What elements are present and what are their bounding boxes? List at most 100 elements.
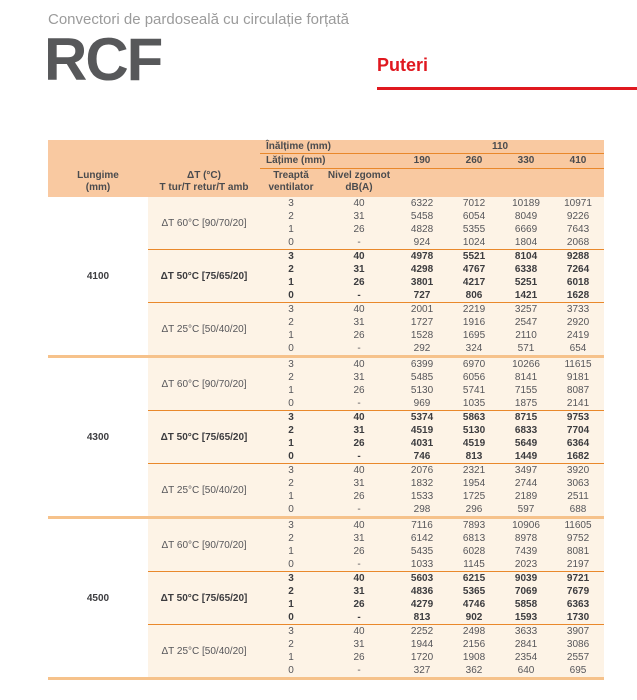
fan-step-cell: 0 xyxy=(260,289,322,303)
width-option: 330 xyxy=(500,153,553,169)
power-value-cell: 7893 xyxy=(448,516,501,532)
table-row: 0-1033 1145 2023 2197 xyxy=(48,558,605,572)
table-row: 0-746 813 1449 1682 xyxy=(48,450,605,464)
power-value-cell: 571 xyxy=(500,342,553,357)
power-value-cell: 2511 xyxy=(552,490,605,503)
table-row: 0-924 1024 1804 2068 xyxy=(48,236,605,250)
noise-level-cell: 40 xyxy=(322,463,397,477)
power-value-cell: 3907 xyxy=(552,624,605,638)
power-value-cell: 7069 xyxy=(500,585,553,598)
power-value-cell: 813 xyxy=(448,450,501,464)
power-value-cell: 6813 xyxy=(448,532,501,545)
table-row: 2 31 4519 5130 6833 7704 xyxy=(48,424,605,437)
power-value-cell: 2498 xyxy=(448,624,501,638)
noise-level-cell: - xyxy=(322,236,397,250)
fan-step-cell: 1 xyxy=(260,437,322,450)
fan-step-cell: 1 xyxy=(260,651,322,664)
section-rule xyxy=(377,87,637,90)
power-value-cell: 5603 xyxy=(396,571,449,585)
power-value-cell: 10189 xyxy=(500,197,553,210)
table-row: 2 31 6142 6813 8978 9752 xyxy=(48,532,605,545)
power-value-cell: 1449 xyxy=(500,450,553,464)
power-value-cell: 969 xyxy=(396,397,449,411)
power-value-cell: 2189 xyxy=(500,490,553,503)
power-value-cell: 4031 xyxy=(396,437,449,450)
power-value-cell: 6215 xyxy=(448,571,501,585)
power-value-cell: 3257 xyxy=(500,302,553,316)
noise-level-cell: - xyxy=(322,503,397,518)
table-row: 0-727 806 1421 1628 xyxy=(48,289,605,303)
power-value-cell: 2197 xyxy=(552,558,605,572)
header-spacer xyxy=(48,153,260,169)
table-row: 0-327 362 640 695 xyxy=(48,664,605,677)
power-value-cell: 296 xyxy=(448,503,501,518)
delta-t-label: ΔT 60°C [90/70/20] xyxy=(148,355,260,411)
power-value-cell: 9753 xyxy=(552,410,605,424)
power-value-cell: 746 xyxy=(396,450,449,464)
power-value-cell: 10266 xyxy=(500,355,553,371)
noise-level-cell: 26 xyxy=(322,223,397,236)
power-value-cell: 1533 xyxy=(396,490,449,503)
width-header-row: Lățime (mm) 190 260 330 410 xyxy=(48,153,605,169)
power-value-cell: 8104 xyxy=(500,249,553,263)
power-value-cell: 10906 xyxy=(500,516,553,532)
fan-step-cell: 0 xyxy=(260,450,322,464)
power-value-cell: 292 xyxy=(396,342,449,357)
noise-level-cell: 26 xyxy=(322,384,397,397)
power-value-cell: 1035 xyxy=(448,397,501,411)
power-value-cell: 1730 xyxy=(552,611,605,625)
table-row: 2 31 5485 6056 8141 9181 xyxy=(48,371,605,384)
fan-step-cell: 0 xyxy=(260,558,322,572)
power-value-cell: 6364 xyxy=(552,437,605,450)
power-value-cell: 4217 xyxy=(448,276,501,289)
power-value-cell: 6363 xyxy=(552,598,605,611)
power-value-cell: 5435 xyxy=(396,545,449,558)
power-value-cell: 7679 xyxy=(552,585,605,598)
power-value-cell: 6970 xyxy=(448,355,501,371)
table-row: 4100 ΔT 60°C [90/70/20] 3 40 6322 7012 10189 10… xyxy=(48,197,605,357)
power-value-cell: 4746 xyxy=(448,598,501,611)
power-value-cell: 327 xyxy=(396,664,449,677)
fan-step-cell: 0 xyxy=(260,397,322,411)
noise-level-cell: - xyxy=(322,289,397,303)
power-value-cell: 8978 xyxy=(500,532,553,545)
power-value-cell: 9288 xyxy=(552,249,605,263)
power-value-cell: 6669 xyxy=(500,223,553,236)
power-value-cell: 5458 xyxy=(396,210,449,223)
power-value-cell: 5858 xyxy=(500,598,553,611)
power-value-cell: 7643 xyxy=(552,223,605,236)
width-label: Lățime (mm) xyxy=(260,153,397,169)
power-value-cell: 298 xyxy=(396,503,449,518)
power-value-cell: 4279 xyxy=(396,598,449,611)
fan-step-cell: 0 xyxy=(260,664,322,677)
power-value-cell: 2547 xyxy=(500,316,553,329)
power-value-cell: 6338 xyxy=(500,263,553,276)
power-value-cell: 5649 xyxy=(500,437,553,450)
noise-level-cell: - xyxy=(322,397,397,411)
power-value-cell: 4519 xyxy=(396,424,449,437)
power-value-cell: 5485 xyxy=(396,371,449,384)
col-header-nivel: Nivel zgomot dB(A) xyxy=(322,168,397,197)
power-value-cell: 2744 xyxy=(500,477,553,490)
power-value-cell: 3733 xyxy=(552,302,605,316)
height-header-row: Înălțime (mm) 110 xyxy=(48,140,605,154)
power-value-cell: 695 xyxy=(552,664,605,677)
power-value-cell: 324 xyxy=(448,342,501,357)
noise-level-cell: 40 xyxy=(322,249,397,263)
power-value-cell: 2001 xyxy=(396,302,449,316)
table-row: 1 26 1528 1695 2110 2419 xyxy=(48,329,605,342)
noise-level-cell: 31 xyxy=(322,371,397,384)
fan-step-cell: 1 xyxy=(260,598,322,611)
power-value-cell: 1024 xyxy=(448,236,501,250)
power-value-cell: 3063 xyxy=(552,477,605,490)
power-value-cell: 3633 xyxy=(500,624,553,638)
fan-step-cell: 2 xyxy=(260,263,322,276)
fan-step-cell: 1 xyxy=(260,329,322,342)
noise-level-cell: 40 xyxy=(322,302,397,316)
power-value-cell: 924 xyxy=(396,236,449,250)
noise-level-cell: 31 xyxy=(322,532,397,545)
power-value-cell: 1145 xyxy=(448,558,501,572)
noise-level-cell: - xyxy=(322,342,397,357)
power-value-cell: 6028 xyxy=(448,545,501,558)
